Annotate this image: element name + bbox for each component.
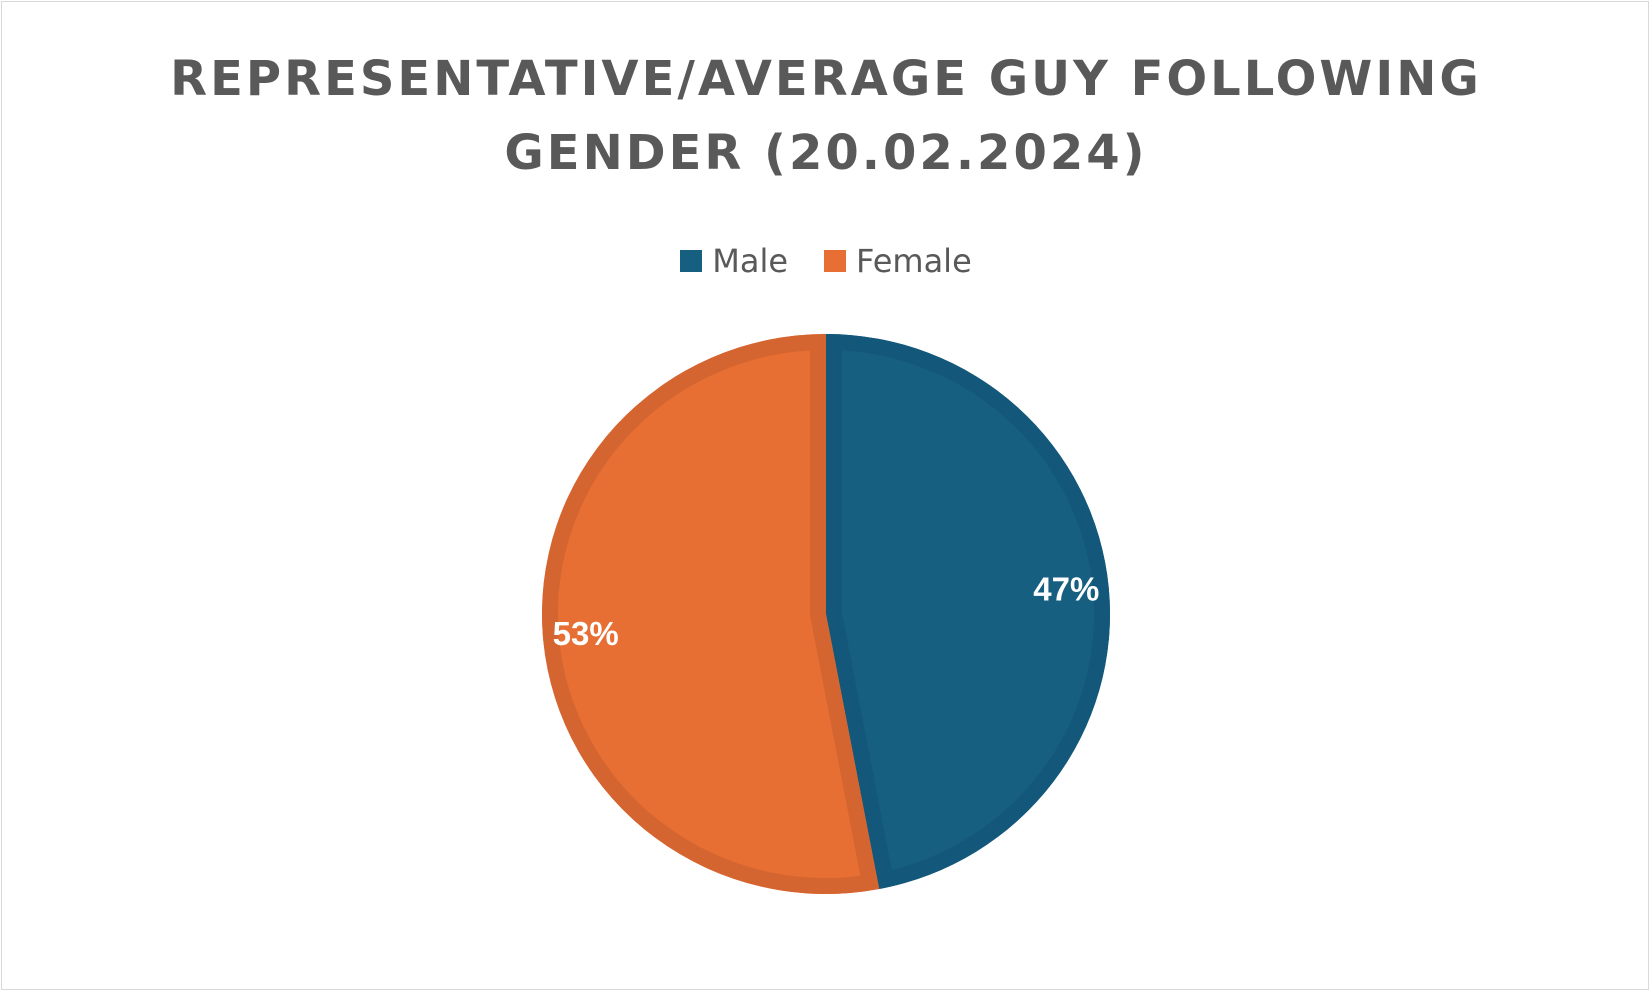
pie-data-labels: 47% 53% (553, 570, 1100, 652)
pie-slice-male (826, 334, 1111, 890)
legend-item-male: Male (680, 242, 788, 280)
chart-title-line-1: REPRESENTATIVE/AVERAGE GUY FOLLOWING (170, 51, 1482, 107)
pie-slices (542, 334, 1111, 894)
chart-title: REPRESENTATIVE/AVERAGE GUY FOLLOWING GEN… (0, 42, 1652, 190)
pie-slice-border-male (826, 334, 1111, 890)
legend: Male Female (0, 242, 1652, 280)
legend-label-male: Male (712, 242, 789, 280)
legend-item-female: Female (824, 242, 972, 280)
data-label-male: 47% (1033, 570, 1099, 607)
data-label-female: 53% (553, 615, 619, 652)
legend-label-female: Female (856, 242, 972, 280)
legend-swatch-female (824, 250, 847, 272)
pie-slice-female (542, 334, 880, 894)
chart-title-line-2: GENDER (20.02.2024) (504, 125, 1148, 181)
legend-swatch-male (680, 250, 703, 272)
